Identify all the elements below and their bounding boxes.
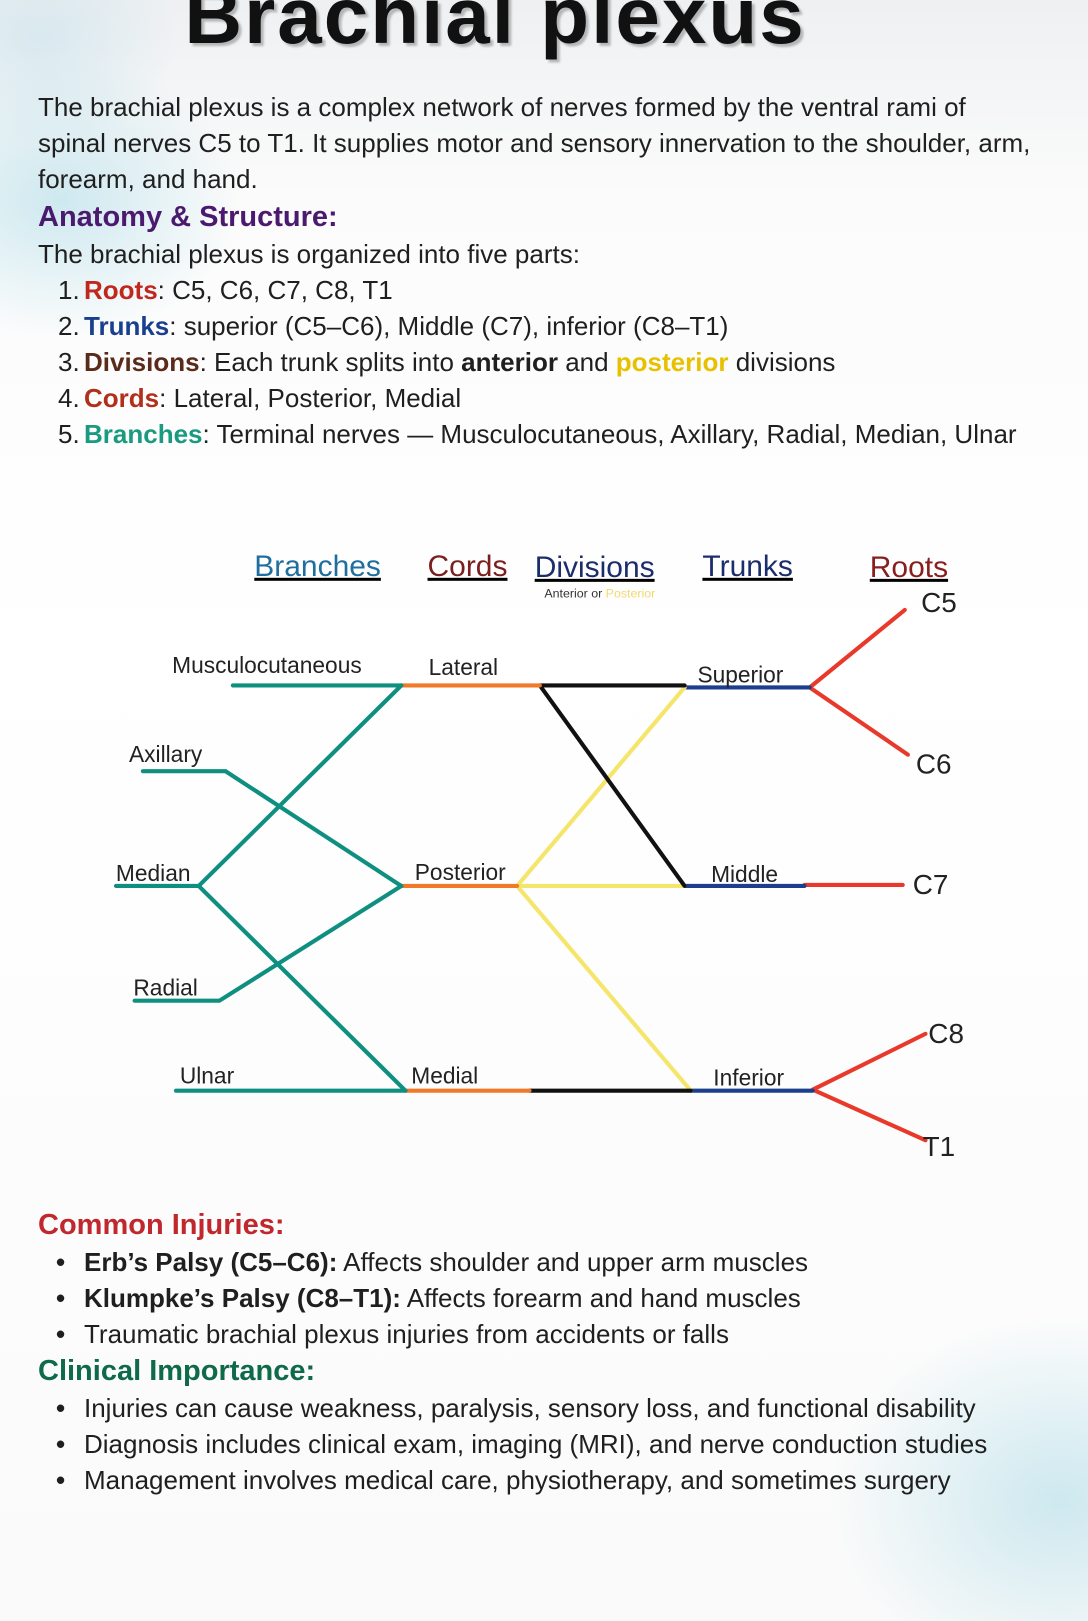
text: Traumatic brachial plexus injuries from …	[84, 1319, 729, 1349]
text: Injuries can cause weakness, paralysis, …	[84, 1393, 976, 1423]
branch-label: Musculocutaneous	[172, 652, 362, 678]
text: : Each trunk splits into	[199, 347, 462, 377]
cord-label: Lateral	[429, 654, 499, 680]
cord-lines	[399, 683, 542, 1093]
bold-text: Klumpke’s Palsy (C8–T1):	[84, 1283, 401, 1313]
list-item: 1. Roots: C5, C6, C7, C8, T1	[58, 272, 1036, 308]
column-header: Cords	[428, 550, 508, 583]
intro: The brachial plexus is a complex network…	[38, 92, 1031, 194]
bullet-item: • Injuries can cause weakness, paralysis,…	[56, 1390, 1036, 1426]
posterior-divisions	[515, 685, 693, 1093]
branch-lines	[113, 683, 408, 1093]
number: 4.	[58, 383, 80, 413]
division-note: Anterior or Posterior	[544, 587, 655, 601]
bold-text: Erb’s Palsy (C5–C6):	[84, 1247, 338, 1277]
text: : Terminal nerves — Musculocutaneous, Ax…	[202, 419, 1017, 449]
bullet-item: • Klumpke’s Palsy (C8–T1): Affects forear…	[56, 1283, 801, 1313]
cord-label: Posterior	[415, 859, 506, 885]
root-label: C6	[916, 748, 952, 779]
lead: The brachial plexus is organized into fi…	[38, 239, 580, 269]
bullet-item: • Erb’s Palsy (C5–C6): Affects shoulder a…	[56, 1247, 809, 1277]
text: anterior	[461, 347, 558, 377]
branch-label: Median	[116, 860, 191, 886]
trunk-lines	[682, 685, 815, 1093]
number: 3.	[58, 347, 80, 377]
root-lines	[802, 607, 928, 1143]
text: Diagnosis includes clinical exam, imagin…	[84, 1429, 988, 1459]
column-header: Branches	[254, 550, 381, 583]
title: Brachial plexus	[184, 0, 806, 60]
list-item: 2. Trunks: superior (C5–C6), Middle (C7),…	[58, 308, 1036, 344]
text: Management involves medical care, physio…	[84, 1465, 951, 1495]
anterior-divisions	[527, 683, 693, 1093]
text: Affects forearm and hand muscles	[400, 1283, 801, 1313]
heading: Clinical Importance:	[38, 1355, 316, 1387]
bullet-item: • Traumatic brachial plexus injuries from…	[56, 1316, 1036, 1352]
term: Divisions	[84, 347, 200, 377]
number: 2.	[58, 311, 80, 341]
text: : C5, C6, C7, C8, T1	[157, 275, 393, 305]
branch-label: Ulnar	[180, 1062, 235, 1088]
list-item: 4. Cords: Lateral, Posterior, Medial	[58, 380, 1036, 416]
text: : Lateral, Posterior, Medial	[159, 383, 462, 413]
trunk-label: Superior	[697, 661, 783, 687]
term: Branches	[84, 419, 203, 449]
branch-label: Radial	[133, 975, 197, 1001]
list-item: 5. Branches: Terminal nerves — Musculocut…	[58, 416, 1036, 452]
note-posterior: Posterior	[606, 587, 656, 601]
root-label: C8	[928, 1018, 964, 1049]
root-label: C5	[921, 587, 957, 618]
column-header: Divisions	[535, 551, 655, 584]
term: Cords	[84, 383, 160, 413]
injuries-section: Common Injuries: • Erb’s Palsy (C5–C6): A…	[38, 1206, 1036, 1498]
bullet-item: • Diagnosis includes clinical exam, imagi…	[56, 1426, 1036, 1462]
heading: Common Injuries:	[38, 1209, 285, 1241]
column-header: Roots	[870, 551, 948, 584]
trunk-label: Inferior	[713, 1064, 784, 1090]
number: 1.	[58, 275, 80, 305]
root-label: C7	[913, 869, 949, 900]
text: Affects shoulder and upper arm muscles	[337, 1247, 809, 1277]
branch-label: Axillary	[129, 741, 203, 767]
root-label: T1	[923, 1131, 956, 1162]
trunk-label: Middle	[711, 861, 778, 887]
column-header: Trunks	[702, 550, 792, 583]
cord-label: Medial	[411, 1062, 478, 1088]
term: Trunks	[84, 311, 170, 341]
term: Roots	[84, 275, 158, 305]
bullet-item: • Management involves medical care, physi…	[56, 1462, 1036, 1498]
text: posterior	[615, 347, 729, 377]
text: divisions	[728, 347, 836, 377]
number: 5.	[58, 419, 80, 449]
heading: Anatomy & Structure:	[38, 201, 338, 233]
note-anterior: Anterior or	[544, 587, 602, 601]
anatomy-section: Anatomy & Structure: The brachial plexus…	[38, 198, 1036, 452]
intro-block: The brachial plexus is a complex network…	[38, 89, 1036, 197]
text: : superior (C5–C6), Middle (C7), inferio…	[169, 311, 729, 341]
list-item: 3. Divisions: Each trunk splits into ante…	[58, 344, 1036, 380]
text: and	[557, 347, 616, 377]
